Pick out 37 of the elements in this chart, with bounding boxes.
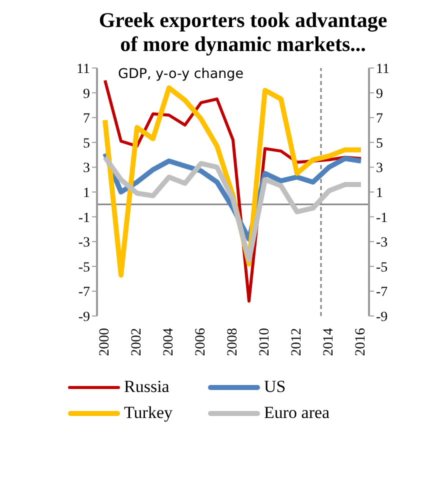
x-tick-label: 2014	[322, 328, 336, 356]
x-tick-label: 2004	[162, 328, 176, 356]
x-tick-label: 2006	[194, 328, 208, 356]
y2-tick-label: -7	[376, 285, 388, 300]
y-tick-label: 5	[83, 136, 90, 152]
x-tick-label: 2000	[98, 328, 112, 356]
y2-tick-label: 7	[376, 112, 383, 127]
legend-label: Russia	[124, 377, 170, 397]
x-tick-label: 2010	[258, 328, 272, 356]
x-tick-label: 2002	[130, 328, 144, 356]
legend-label: US	[264, 377, 286, 397]
legend-label: Turkey	[124, 403, 172, 423]
y-tick-label: -1	[78, 210, 90, 226]
y2-tick-label: 9	[376, 86, 383, 102]
y-tick-label: 7	[83, 112, 90, 127]
y2-tick-label: 3	[376, 161, 383, 176]
y2-tick-label: -5	[376, 260, 388, 276]
x-tick-label: 2008	[226, 328, 240, 356]
legend-label: Euro area	[264, 403, 330, 423]
y-tick-label: 3	[83, 161, 90, 176]
y2-tick-label: -1	[376, 210, 388, 226]
y-tick-label: -3	[78, 236, 90, 251]
y-tick-label: -7	[78, 285, 90, 300]
y2-tick-label: -9	[376, 310, 388, 325]
y-tick-label: -5	[78, 260, 90, 276]
y2-tick-label: 5	[376, 136, 383, 152]
annotation: GDP, y-o-y change	[118, 66, 244, 82]
y2-tick-label: 11	[376, 62, 390, 77]
y-tick-label: 9	[83, 86, 90, 102]
y2-tick-label: -3	[376, 236, 388, 251]
chart-title: Greek exporters took advantage of more dynamic markets...	[98, 8, 388, 56]
y-tick-label: 11	[76, 62, 90, 77]
y-tick-label: 1	[83, 186, 90, 201]
y2-tick-label: 1	[376, 186, 383, 201]
y-tick-label: -9	[78, 310, 90, 325]
x-tick-label: 2012	[290, 328, 304, 356]
x-tick-label: 2016	[354, 328, 368, 356]
